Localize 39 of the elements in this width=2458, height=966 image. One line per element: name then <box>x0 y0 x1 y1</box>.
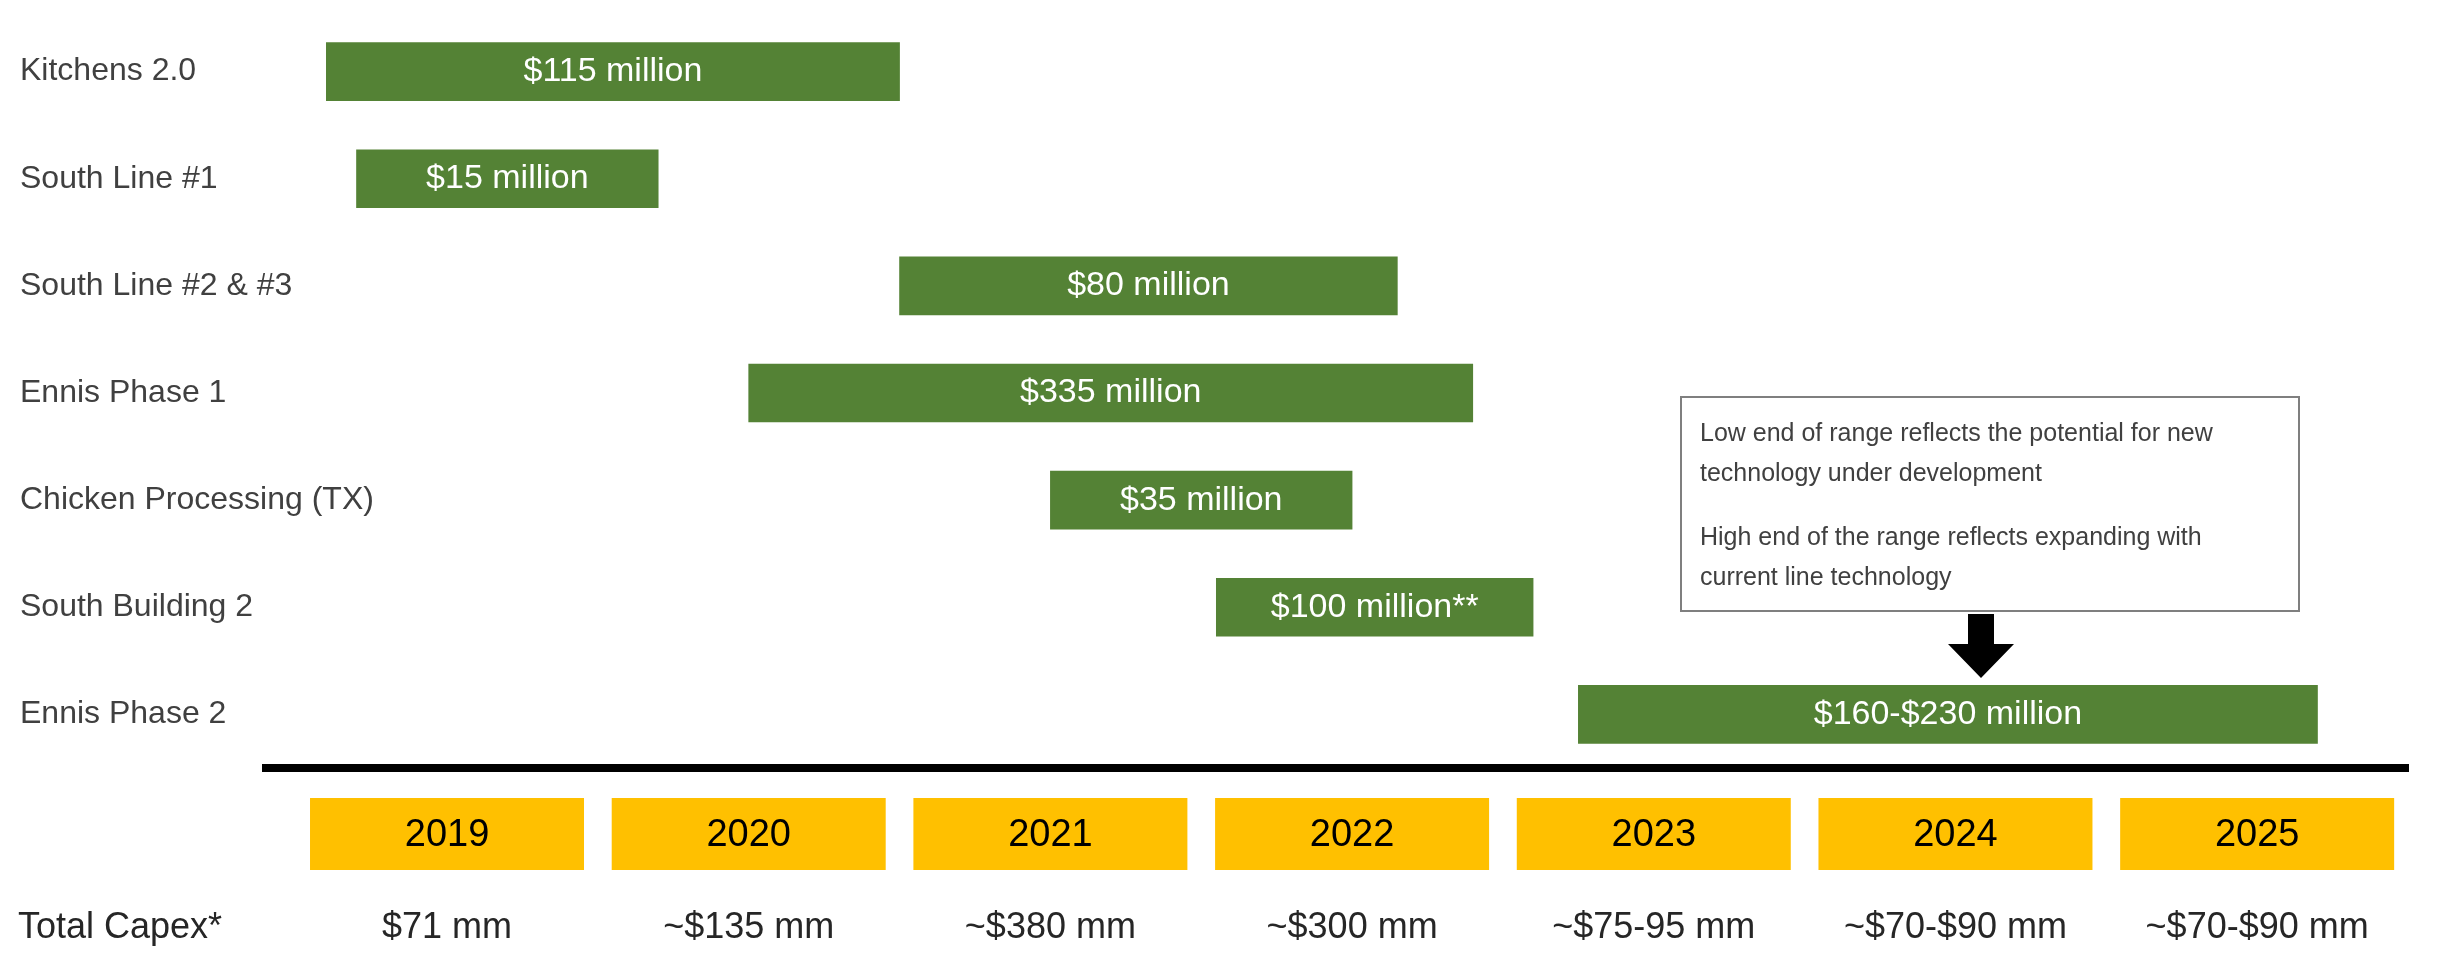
y-tick-label: South Building 2 <box>20 587 254 624</box>
bar <box>748 363 1474 423</box>
annotation: $35 million <box>1119 478 1283 517</box>
annotation: High end of the range reflects expanding with current line technology <box>1700 521 2203 592</box>
y-tick-label: South Line #2 & #3 <box>20 265 293 302</box>
annotation: $15 million <box>426 157 589 196</box>
y-tick-label: Kitchens 2.0 <box>20 51 197 88</box>
annotation: $115 million <box>523 49 703 88</box>
x-tick-label: 2021 <box>1008 812 1093 855</box>
bar <box>899 256 1398 316</box>
bar <box>356 149 659 209</box>
y-tick-label: Chicken Processing (TX) <box>20 479 374 516</box>
y-tick-label: Ennis Phase 1 <box>20 372 227 409</box>
bar <box>1578 685 2318 744</box>
annotation: $160-$230 million <box>1813 692 2083 731</box>
x-tick-label: 2020 <box>706 812 791 855</box>
y-tick-label: Ennis Phase 2 <box>20 694 227 731</box>
text: ~$300 mm <box>1266 904 1438 946</box>
text: ~$70-$90 mm <box>2145 904 2369 946</box>
annotation: $100 million** <box>1270 585 1479 624</box>
note-box: Low end of range reflects the potential for new technology under development High end of the range reflects expanding with current line technology <box>1680 396 2300 612</box>
text: ~$75-95 mm <box>1552 904 1756 946</box>
text: ~$70-$90 mm <box>1843 904 2068 946</box>
bar <box>1215 577 1534 637</box>
x-tick-label: 2025 <box>2214 812 2300 855</box>
x-tick-label: 2023 <box>1611 812 1697 855</box>
x-tick-label: 2024 <box>1913 812 1998 855</box>
y-tick-label: South Line #1 <box>20 158 218 195</box>
annotation: Low end of range reflects the potential for new technology under development <box>1700 417 2214 488</box>
annotation: $335 million <box>1020 371 1202 410</box>
x-tick-label: 2022 <box>1309 812 1395 855</box>
annotation: $80 million <box>1067 264 1230 303</box>
bar <box>1050 470 1353 530</box>
text: Total Capex* <box>18 904 223 946</box>
bar <box>326 42 900 101</box>
text: $71 mm <box>381 904 513 946</box>
x-tick-label: 2019 <box>404 812 490 855</box>
text: ~$380 mm <box>964 904 1136 946</box>
text: ~$135 mm <box>663 904 835 946</box>
